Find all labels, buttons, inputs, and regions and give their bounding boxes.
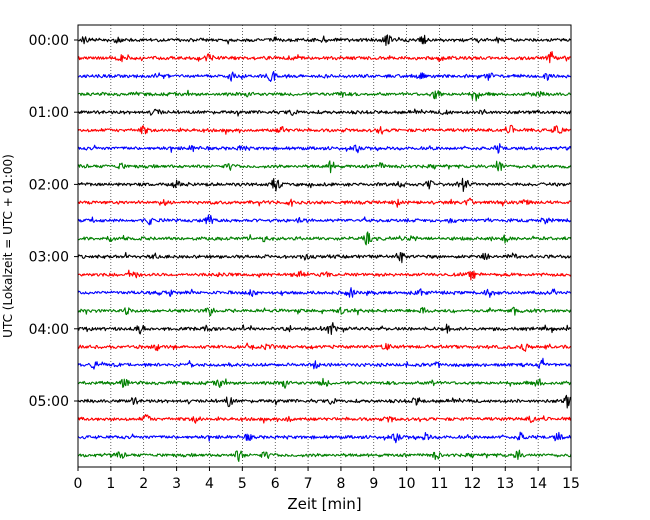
- x-tick-label: 2: [139, 476, 148, 492]
- seismic-trace: [77, 306, 572, 317]
- seismic-trace: [77, 160, 572, 174]
- seismic-trace: [77, 143, 572, 154]
- y-tick-label: 01:00: [29, 105, 69, 121]
- x-tick-label: 0: [74, 476, 83, 492]
- seismic-trace: [77, 197, 572, 208]
- seismic-trace: [77, 431, 572, 444]
- plot-frame: [77, 24, 572, 468]
- seismic-trace: [77, 214, 572, 226]
- x-tick-label: 9: [369, 476, 378, 492]
- plot-area: [78, 25, 571, 467]
- y-tick-label: 04:00: [29, 322, 69, 338]
- seismic-trace: [77, 177, 572, 193]
- seismic-trace: [77, 269, 572, 281]
- y-axis-ticks: 00:00 01:00 02:00 03:00 04:00 05:00: [29, 33, 78, 410]
- seismic-trace: [77, 322, 572, 336]
- seismic-trace: [77, 70, 572, 82]
- seismic-trace: [77, 342, 572, 352]
- x-tick-label: 10: [398, 476, 416, 492]
- seismic-trace: [77, 89, 572, 102]
- y-axis-label: UTC (Lokalzeit = UTC + 01:00): [1, 154, 15, 338]
- seismic-traces: [77, 34, 572, 462]
- x-tick-label: 14: [529, 476, 547, 492]
- x-tick-label: 15: [562, 476, 580, 492]
- seismic-trace: [77, 251, 572, 264]
- x-tick-label: 11: [431, 476, 449, 492]
- x-tick-label: 3: [172, 476, 181, 492]
- x-tick-label: 7: [304, 476, 313, 492]
- seismic-trace: [77, 357, 572, 370]
- y-tick-label: 03:00: [29, 250, 69, 266]
- seismic-trace: [77, 414, 572, 424]
- x-axis-label: Zeit [min]: [287, 495, 361, 513]
- y-tick-label: 00:00: [29, 33, 69, 49]
- x-tick-label: 13: [496, 476, 514, 492]
- x-tick-label: 4: [205, 476, 214, 492]
- seismic-trace: [77, 449, 572, 462]
- seismic-trace: [77, 287, 572, 298]
- x-tick-label: 6: [271, 476, 280, 492]
- seismic-trace: [77, 394, 572, 409]
- seismic-trace: [77, 124, 572, 135]
- y-tick-label: 02:00: [29, 177, 69, 193]
- seismic-trace: [77, 231, 572, 246]
- x-tick-label: 8: [336, 476, 345, 492]
- seismic-trace: [77, 50, 572, 64]
- x-tick-label: 12: [463, 476, 481, 492]
- x-tick-label: 5: [238, 476, 247, 492]
- x-tick-label: 1: [106, 476, 115, 492]
- seismic-trace: [77, 108, 572, 117]
- seismic-trace: [77, 34, 572, 47]
- seismic-trace: [77, 377, 572, 389]
- x-axis-ticks: 0 1 2 3 4 5 6 7 8 9 10 11 12 13 14 15: [74, 467, 580, 492]
- y-tick-label: 05:00: [29, 394, 69, 410]
